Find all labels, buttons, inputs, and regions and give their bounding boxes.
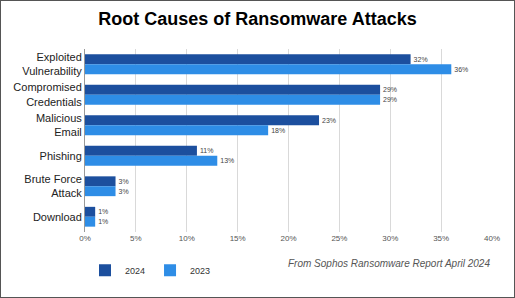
svg-text:36%: 36% xyxy=(454,66,468,73)
svg-text:23%: 23% xyxy=(322,117,336,124)
svg-text:Download: Download xyxy=(33,211,82,223)
svg-text:25%: 25% xyxy=(331,234,347,243)
svg-text:1%: 1% xyxy=(98,218,108,225)
svg-text:11%: 11% xyxy=(200,147,214,154)
svg-text:2023: 2023 xyxy=(190,266,210,276)
svg-text:0%: 0% xyxy=(79,234,91,243)
svg-text:From Sophos Ransomware Report: From Sophos Ransomware Report April 2024 xyxy=(288,258,490,269)
svg-text:32%: 32% xyxy=(414,56,428,63)
svg-text:CompromisedCredentials: CompromisedCredentials xyxy=(13,81,82,107)
svg-text:30%: 30% xyxy=(382,234,398,243)
svg-text:13%: 13% xyxy=(220,157,234,164)
svg-text:5%: 5% xyxy=(130,234,142,243)
svg-text:29%: 29% xyxy=(383,86,397,93)
svg-text:10%: 10% xyxy=(179,234,195,243)
svg-text:3%: 3% xyxy=(119,188,129,195)
svg-text:35%: 35% xyxy=(433,234,449,243)
svg-text:29%: 29% xyxy=(383,96,397,103)
svg-text:Phishing: Phishing xyxy=(40,150,82,162)
svg-text:ExploitedVulnerability: ExploitedVulnerability xyxy=(22,51,82,77)
svg-text:1%: 1% xyxy=(98,208,108,215)
svg-text:15%: 15% xyxy=(230,234,246,243)
svg-text:MaliciousEmail: MaliciousEmail xyxy=(36,112,82,138)
svg-text:2024: 2024 xyxy=(125,266,145,276)
svg-text:Brute ForceAttack: Brute ForceAttack xyxy=(24,173,82,199)
svg-text:20%: 20% xyxy=(280,234,296,243)
svg-text:40%: 40% xyxy=(484,234,500,243)
svg-text:18%: 18% xyxy=(271,127,285,134)
svg-text:3%: 3% xyxy=(119,178,129,185)
svg-text:Root Causes of Ransomware Atta: Root Causes of Ransomware Attacks xyxy=(98,9,416,29)
